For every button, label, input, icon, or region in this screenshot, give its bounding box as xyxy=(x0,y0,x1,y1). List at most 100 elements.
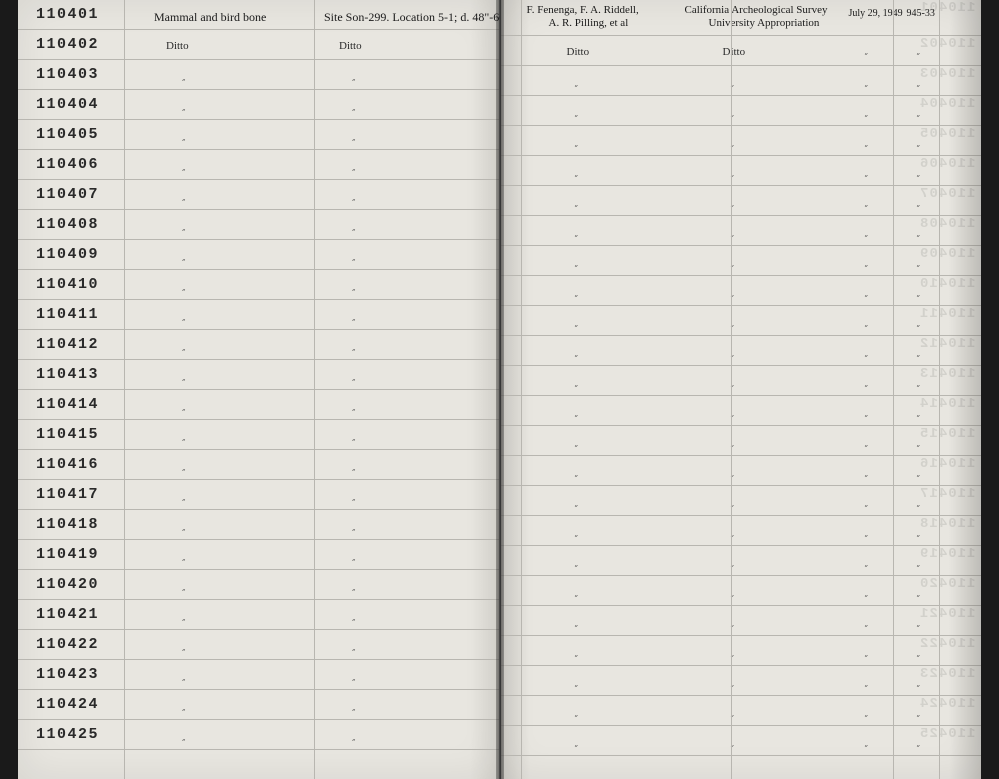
ditto-tick: ״ xyxy=(575,352,578,362)
bleed-through-id: 110424 xyxy=(919,696,975,712)
table-row: ״״״״110409 xyxy=(501,246,982,276)
row-content: ״״״״110420 xyxy=(513,576,982,605)
ditto-tick: ״ xyxy=(575,502,578,512)
catalog-id: 110423 xyxy=(18,666,124,683)
ditto-tick: ״ xyxy=(917,592,920,602)
row-content: ״״ xyxy=(124,450,499,479)
ditto-tick: ״ xyxy=(865,202,868,212)
table-row: 110404״״ xyxy=(18,90,499,120)
table-row: 110423״״ xyxy=(18,660,499,690)
ditto-tick: ״ xyxy=(865,262,868,272)
row-content: ״״״״110408 xyxy=(513,216,982,245)
row-content: ״״״״110423 xyxy=(513,666,982,695)
catalog-id: 110405 xyxy=(18,126,124,143)
catalog-id: 110402 xyxy=(18,36,124,53)
ditto-tick: ״ xyxy=(865,442,868,452)
table-row: 110414״״ xyxy=(18,390,499,420)
row-content: ״״״״110407 xyxy=(513,186,982,215)
ditto-tick: ״ xyxy=(182,76,185,86)
left-page: 110401Mammal and bird boneSite Son-299. … xyxy=(18,0,500,779)
table-row: ״״״״110404 xyxy=(501,96,982,126)
ditto-mark: Ditto xyxy=(567,46,590,58)
bleed-through-id: 110401 xyxy=(919,0,975,16)
ditto-tick: ״ xyxy=(917,382,920,392)
ditto-mark: Ditto xyxy=(166,40,189,52)
table-row: 110418״״ xyxy=(18,510,499,540)
ditto-tick: ״ xyxy=(865,82,868,92)
bleed-through-id: 110414 xyxy=(919,396,975,412)
table-row: 110424״״ xyxy=(18,690,499,720)
ditto-tick: ״ xyxy=(865,712,868,722)
ditto-tick: ״ xyxy=(182,106,185,116)
catalog-id: 110412 xyxy=(18,336,124,353)
row-content: ״״״״110411 xyxy=(513,306,982,335)
row-content: ״״ xyxy=(124,150,499,179)
ditto-tick: ״ xyxy=(575,232,578,242)
collector-text-2: A. R. Pilling, et al xyxy=(549,17,629,29)
catalog-id: 110417 xyxy=(18,486,124,503)
ditto-tick: ״ xyxy=(865,742,868,752)
ditto-tick: ״ xyxy=(352,166,355,176)
row-content: ״״ xyxy=(124,180,499,209)
ledger-book: 110401Mammal and bird boneSite Son-299. … xyxy=(18,0,981,779)
ditto-tick: ״ xyxy=(865,622,868,632)
bleed-through-id: 110417 xyxy=(919,486,975,502)
ditto-tick: ״ xyxy=(575,742,578,752)
ditto-tick: ״ xyxy=(917,352,920,362)
ditto-tick: ״ xyxy=(352,466,355,476)
ditto-tick: ״ xyxy=(182,556,185,566)
column-rule xyxy=(731,0,732,779)
row-content: ״״״״110404 xyxy=(513,96,982,125)
row-content: ״״ xyxy=(124,300,499,329)
bleed-through-id: 110422 xyxy=(919,636,975,652)
ditto-tick: ״ xyxy=(865,322,868,332)
collector-text: F. Fenenga, F. A. Riddell, xyxy=(527,4,639,16)
ditto-tick: ״ xyxy=(352,376,355,386)
ditto-tick: ״ xyxy=(865,592,868,602)
row-content: ״״״״110405 xyxy=(513,126,982,155)
catalog-id: 110418 xyxy=(18,516,124,533)
ditto-tick: ״ xyxy=(917,712,920,722)
table-row: ״״״״110425 xyxy=(501,726,982,756)
table-row: ״״״״110418 xyxy=(501,516,982,546)
ditto-tick: ״ xyxy=(352,436,355,446)
table-row: 110419״״ xyxy=(18,540,499,570)
table-row: 110409״״ xyxy=(18,240,499,270)
ditto-tick: ״ xyxy=(352,736,355,746)
ditto-tick: ״ xyxy=(865,352,868,362)
ditto-tick: ״ xyxy=(575,532,578,542)
ditto-tick: ״ xyxy=(575,412,578,422)
catalog-id: 110408 xyxy=(18,216,124,233)
ditto-tick: ״ xyxy=(917,742,920,752)
ditto-tick: ״ xyxy=(917,472,920,482)
ditto-tick: ״ xyxy=(575,142,578,152)
row-content: ״״״״110424 xyxy=(513,696,982,725)
ditto-tick: ״ xyxy=(182,196,185,206)
ditto-tick: ״ xyxy=(917,82,920,92)
row-content: ״״ xyxy=(124,510,499,539)
ditto-tick: ״ xyxy=(575,82,578,92)
ditto-tick: ״ xyxy=(917,172,920,182)
catalog-id: 110416 xyxy=(18,456,124,473)
ditto-tick: ״ xyxy=(182,436,185,446)
catalog-id: 110415 xyxy=(18,426,124,443)
catalog-id: 110401 xyxy=(18,6,124,23)
ditto-tick: ״ xyxy=(352,526,355,536)
catalog-id: 110411 xyxy=(18,306,124,323)
row-content: ״״ xyxy=(124,570,499,599)
table-row: 110413״״ xyxy=(18,360,499,390)
description-text: Mammal and bird bone xyxy=(154,10,266,25)
table-row: 110425״״ xyxy=(18,720,499,750)
ditto-tick: ״ xyxy=(917,442,920,452)
row-content: ״״ xyxy=(124,720,499,749)
table-row: ״״״״110412 xyxy=(501,336,982,366)
row-content: ״״ xyxy=(124,270,499,299)
row-content: ״״ xyxy=(124,600,499,629)
ditto-tick: ״ xyxy=(352,586,355,596)
catalog-id: 110420 xyxy=(18,576,124,593)
ditto-tick: ״ xyxy=(182,346,185,356)
ditto-tick: ״ xyxy=(575,622,578,632)
table-row: 110402DittoDitto xyxy=(18,30,499,60)
table-row: ״״״״110403 xyxy=(501,66,982,96)
ditto-tick: ״ xyxy=(917,562,920,572)
